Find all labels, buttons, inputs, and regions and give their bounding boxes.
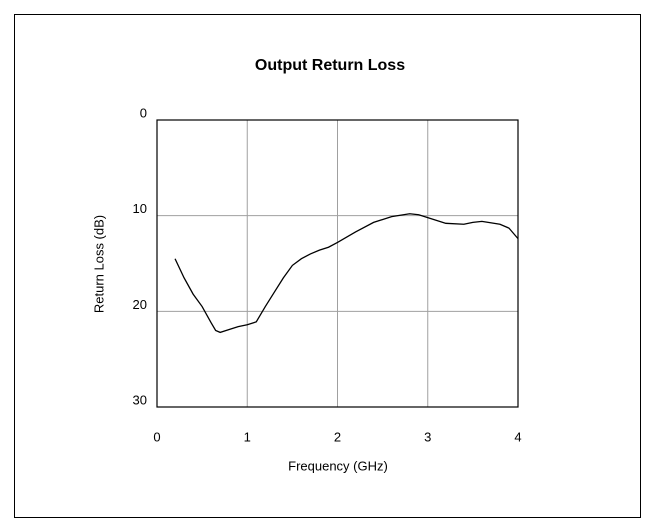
chart-title: Output Return Loss <box>255 57 405 74</box>
x-tick-label: 4 <box>514 429 521 444</box>
frame <box>14 14 641 518</box>
y-tick-label: 0 <box>140 105 147 120</box>
plot-border <box>156 119 519 408</box>
y-tick-label: 20 <box>133 297 147 312</box>
y-tick-label: 10 <box>133 201 147 216</box>
x-axis-label: Frequency (GHz) <box>288 458 388 473</box>
x-tick-label: 0 <box>153 429 160 444</box>
y-axis-label: Return Loss (dB) <box>91 215 106 313</box>
line <box>174 213 519 334</box>
x-tick-label: 1 <box>244 429 251 444</box>
y-tick-label: 30 <box>133 392 147 407</box>
x-tick-label: 2 <box>334 429 341 444</box>
x-tick-label: 3 <box>424 429 431 444</box>
